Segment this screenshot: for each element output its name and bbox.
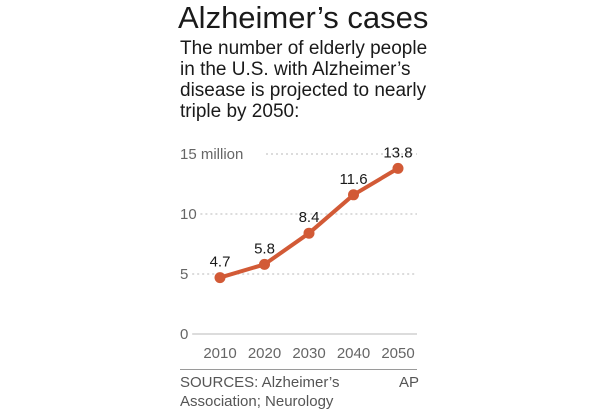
credit-label: AP — [399, 374, 420, 391]
data-point — [214, 272, 226, 284]
data-label: 13.8 — [383, 144, 412, 161]
footer-divider — [180, 369, 417, 370]
subtitle-line: disease is projected to nearly — [180, 80, 427, 101]
source-line: SOURCES: Alzheimer’s — [180, 374, 340, 391]
y-tick-label: 15 million — [180, 146, 243, 163]
x-tick-label: 2050 — [381, 345, 414, 362]
x-tick-label: 2040 — [337, 345, 370, 362]
subtitle-line: The number of elderly people — [180, 38, 428, 59]
chart-subtitle: The number of elderly people in the U.S.… — [180, 38, 440, 122]
data-label: 11.6 — [339, 171, 367, 188]
y-tick-label: 5 — [180, 266, 188, 283]
y-tick-label: 10 — [180, 206, 197, 223]
chart-title: Alzheimer’s cases — [178, 0, 429, 35]
x-tick-label: 2010 — [203, 345, 236, 362]
subtitle-line: in the U.S. with Alzheimer’s — [180, 59, 411, 80]
source-line: Association; Neurology — [180, 393, 334, 410]
x-tick-label: 2020 — [248, 345, 281, 362]
subtitle-line: triple by 2050: — [180, 101, 300, 122]
data-point — [348, 189, 359, 201]
y-tick-label: 0 — [180, 326, 188, 343]
data-label: 5.8 — [254, 240, 275, 257]
x-tick-label: 2030 — [292, 345, 325, 362]
data-label: 4.7 — [210, 254, 231, 271]
source-note: SOURCES: Alzheimer’s Association; Neurol… — [180, 373, 340, 411]
data-point — [303, 227, 315, 239]
data-point — [259, 258, 270, 270]
data-label: 8.4 — [299, 209, 320, 226]
data-point — [392, 162, 404, 174]
